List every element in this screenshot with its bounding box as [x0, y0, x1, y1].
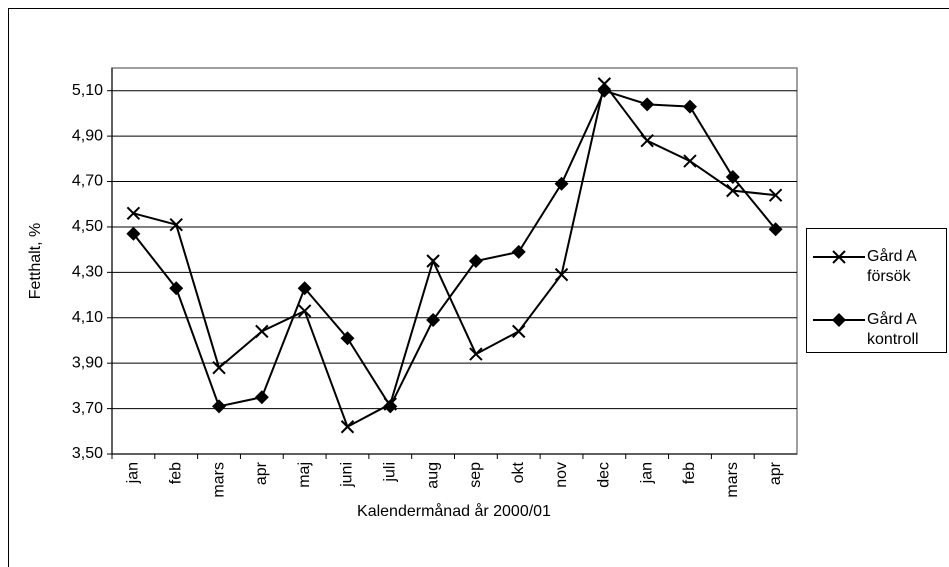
marker-diamond [554, 176, 569, 191]
marker-x [169, 217, 183, 232]
marker-x [255, 324, 269, 339]
legend-label: Gård A försök [867, 248, 916, 285]
legend-swatch [813, 250, 865, 264]
marker-x-stroke [212, 361, 226, 375]
marker-x-stroke [640, 133, 654, 148]
y-tick-label: 4,90 [72, 127, 103, 144]
x-tick-label: nov [553, 462, 570, 488]
y-tick-label: 4,10 [72, 309, 103, 326]
marker-x-stroke [255, 324, 269, 339]
marker-x-stroke [554, 267, 569, 282]
marker-x-stroke [726, 183, 740, 198]
x-tick-label: dec [596, 462, 613, 488]
y-axis-title: Fetthalt, % [27, 223, 44, 299]
marker-x [640, 133, 654, 148]
marker-x-stroke [683, 154, 697, 168]
x-tick-label: mars [210, 462, 227, 498]
marker-x [832, 250, 846, 264]
marker-x [554, 267, 569, 282]
y-tick-label: 3,90 [72, 354, 103, 371]
marker-diamond [725, 169, 740, 184]
marker-diamond [426, 313, 441, 328]
x-tick-label: feb [681, 462, 698, 484]
x-tick-label: okt [510, 461, 527, 483]
y-tick-label: 4,50 [72, 218, 103, 235]
x-tick-label: maj [296, 462, 313, 488]
series-line [133, 81, 776, 429]
marker-x-stroke [426, 254, 440, 268]
marker-diamond [169, 281, 184, 296]
marker-x [469, 347, 483, 361]
marker-x-stroke [126, 206, 141, 221]
x-tick-label: sep [467, 462, 484, 488]
legend-entry: Gård A kontroll [811, 310, 937, 350]
x-axis-title: Kalendermånad år 2000/01 [357, 502, 551, 520]
marker-x [726, 183, 740, 198]
y-tick-label: 5,10 [72, 82, 103, 99]
marker-x-stroke [169, 217, 183, 232]
y-tick-label: 4,30 [72, 264, 103, 281]
marker-x [340, 420, 355, 434]
marker-x [212, 361, 226, 375]
legend-label: Gård A kontroll [867, 311, 919, 348]
series-line [132, 89, 777, 409]
marker-x [426, 254, 440, 268]
legend: Gård A försök Gård A kontroll [806, 228, 947, 353]
marker-diamond [383, 399, 398, 414]
x-tick-label: feb [167, 462, 184, 484]
x-tick-label: jan [125, 462, 142, 484]
marker-diamond [126, 226, 141, 241]
y-tick-label: 3,70 [72, 400, 103, 417]
marker-x-stroke [297, 304, 312, 318]
marker-x-stroke [768, 188, 783, 202]
x-tick-label: jan [638, 462, 655, 484]
marker-x [768, 188, 783, 202]
x-tick-label: juni [339, 462, 356, 488]
marker-diamond [212, 399, 227, 414]
marker-diamond [597, 83, 612, 98]
marker-diamond [297, 281, 312, 296]
marker-diamond [468, 254, 483, 268]
y-tick-label: 4,70 [72, 173, 103, 190]
marker-x [297, 304, 312, 318]
marker-x [512, 324, 526, 339]
marker-diamond [682, 99, 697, 114]
marker-x-stroke [340, 420, 355, 434]
x-tick-label: aug [424, 462, 441, 489]
x-tick-label: juli [382, 462, 399, 483]
legend-swatch [813, 313, 865, 327]
marker-diamond [340, 331, 355, 346]
marker-diamond [511, 244, 526, 259]
marker-x-stroke [832, 250, 846, 264]
x-tick-label: apr [253, 461, 270, 485]
marker-diamond [768, 222, 783, 237]
y-tick-label: 3,50 [72, 445, 103, 462]
marker-x [683, 154, 697, 168]
x-tick-label: apr [767, 461, 784, 485]
marker-diamond [832, 313, 846, 327]
marker-diamond [254, 390, 269, 405]
x-tick-label: mars [724, 462, 741, 498]
marker-diamond [640, 97, 655, 112]
marker-x-stroke [469, 347, 483, 361]
marker-x-stroke [512, 324, 526, 339]
marker-x [126, 206, 141, 221]
legend-entry: Gård A försök [811, 247, 937, 287]
